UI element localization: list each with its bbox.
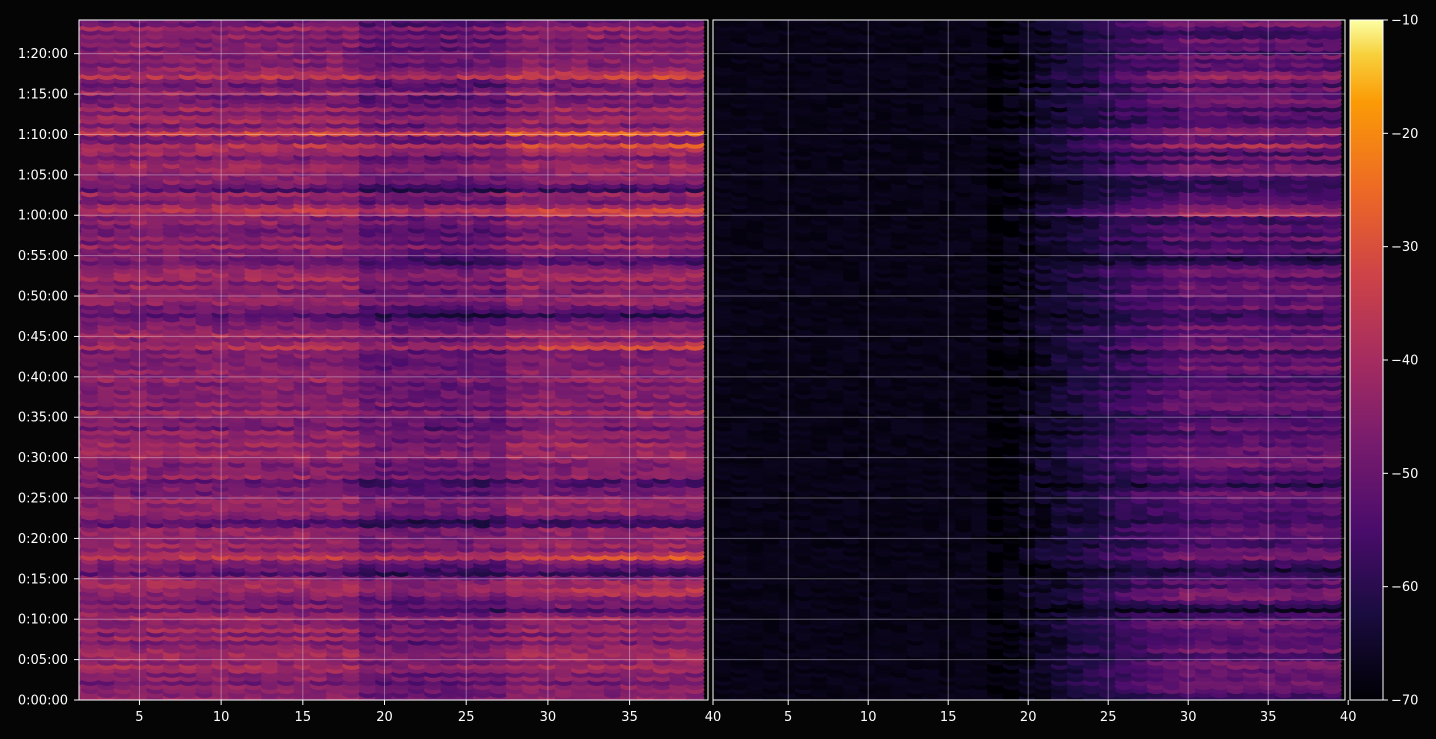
left-panel-heatmap: [79, 20, 705, 700]
